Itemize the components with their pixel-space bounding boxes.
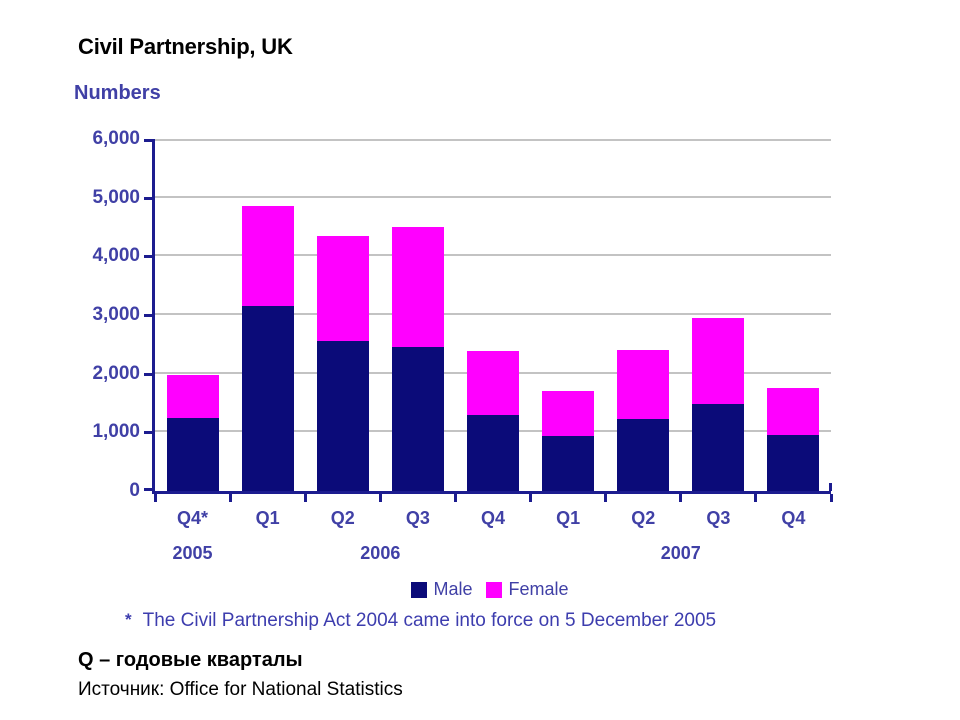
bar-male-segment [467, 414, 519, 491]
y-axis-tick [144, 196, 152, 200]
x-category-label: Q4 [480, 508, 505, 528]
x-year-label: 2006 [360, 543, 401, 563]
y-axis-tick [144, 314, 152, 317]
gridline-3,000 [155, 313, 831, 315]
x-category-label: Q2 [330, 508, 355, 528]
x-axis-end-tick [829, 483, 832, 491]
x-axis-tick [153, 494, 157, 502]
bar-male-segment [166, 417, 219, 491]
bar-female-segment [767, 388, 820, 435]
female-swatch-icon [486, 581, 503, 598]
y-tick-label: 0 [129, 480, 140, 501]
bar-male-segment [241, 306, 294, 491]
x-axis-tick [679, 494, 683, 502]
legend: Male Female [152, 579, 828, 600]
chart-title: Civil Partnership, UK [78, 34, 293, 59]
plot-area [144, 139, 833, 502]
x-axis-tick [378, 494, 382, 502]
bar-female-segment [391, 227, 444, 348]
y-tick-label: 3,000 [92, 304, 140, 325]
bar-female-segment [241, 206, 294, 307]
bar-female-segment [542, 391, 595, 437]
y-axis-tick [144, 139, 152, 142]
footnote-text: The Civil Partnership Act 2004 came into… [142, 610, 717, 631]
legend-item-male: Male [411, 579, 472, 600]
bar-male-segment [316, 341, 369, 491]
y-tick-label: 6,000 [92, 128, 140, 149]
x-year-label: 2007 [660, 543, 701, 563]
x-category-label: Q4* [177, 508, 209, 528]
bar-male-segment [617, 418, 670, 491]
y-axis-tick [144, 431, 152, 435]
x-axis-tick [453, 494, 457, 502]
male-legend-label: Male [433, 579, 473, 599]
y-axis-tick [144, 372, 152, 376]
female-legend-label: Female [508, 579, 569, 599]
bar-female-segment [617, 350, 670, 419]
x-category-label: Q1 [255, 508, 280, 528]
y-axis-title: Numbers [74, 82, 161, 104]
x-year-label: 2005 [172, 543, 213, 563]
bar-male-segment [767, 434, 820, 491]
x-axis-tick [529, 494, 533, 502]
y-tick-label: 5,000 [92, 186, 140, 208]
x-category-label: Q2 [631, 508, 656, 528]
bar-male-segment [692, 404, 745, 491]
bar-female-segment [467, 350, 519, 415]
bar-male-segment [542, 436, 595, 491]
x-category-label: Q3 [706, 508, 731, 528]
bar-male-segment [391, 347, 444, 491]
x-category-label: Q1 [556, 508, 581, 528]
x-category-label: Q3 [405, 508, 430, 528]
bar-female-segment [692, 317, 745, 405]
footnote: * The Civil Partnership Act 2004 came in… [125, 609, 716, 633]
bar-female-segment [316, 235, 369, 342]
male-swatch-icon [411, 581, 428, 598]
x-axis-tick [303, 494, 307, 502]
x-category-label: Q4 [781, 508, 806, 528]
x-axis-tick [228, 494, 232, 502]
gridline-6,000 [155, 139, 831, 141]
gridline-4,000 [155, 254, 831, 257]
y-tick-label: 4,000 [92, 245, 140, 267]
y-axis-tick [144, 255, 152, 259]
caption-quarters: Q – годовые кварталы [78, 649, 303, 671]
x-axis-tick [829, 494, 833, 502]
x-axis-tick [754, 494, 758, 502]
gridline-5,000 [155, 195, 831, 198]
footnote-asterisk: * [125, 610, 132, 629]
y-tick-label: 1,000 [92, 421, 140, 443]
legend-item-female: Female [486, 579, 569, 600]
caption-source: Источник: Office for National Statistics [78, 679, 403, 700]
y-axis-tick [144, 488, 152, 491]
y-tick-label: 2,000 [92, 362, 140, 384]
bar-female-segment [166, 375, 219, 418]
x-axis-tick [604, 494, 608, 502]
